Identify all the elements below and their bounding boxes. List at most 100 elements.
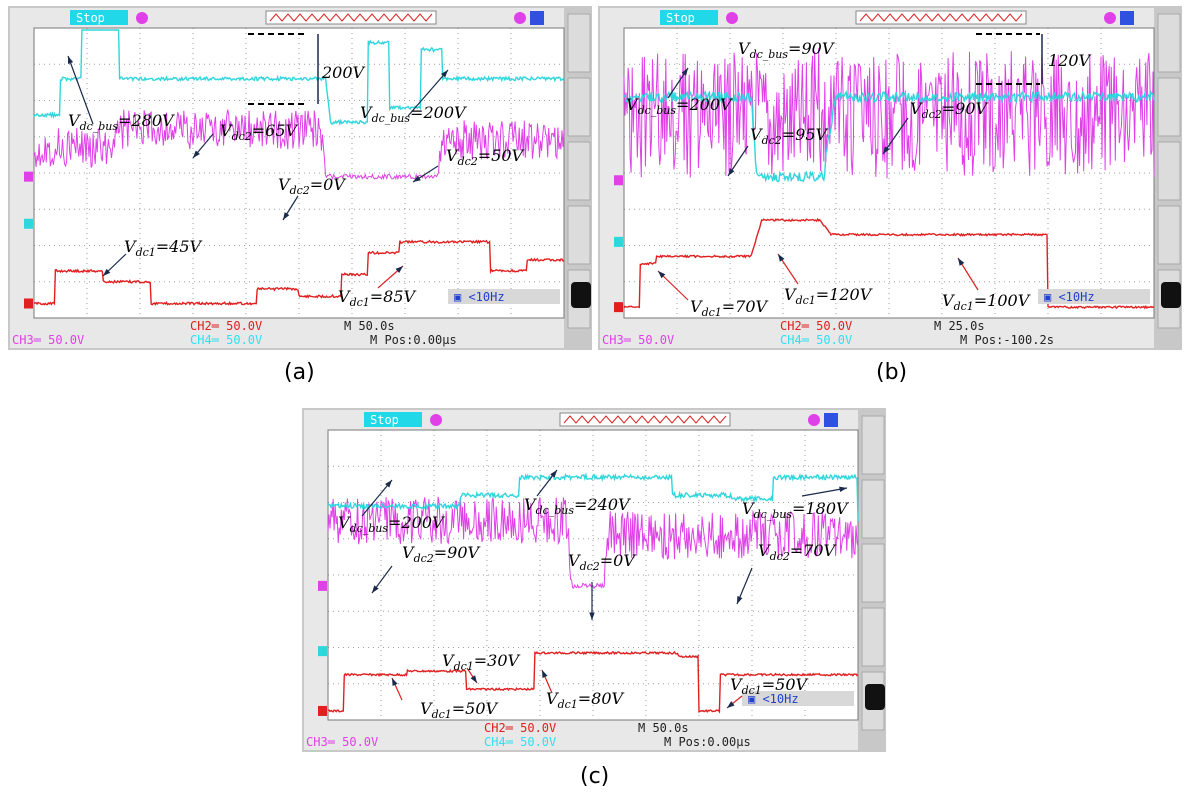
softkey-button bbox=[567, 13, 591, 73]
annotation-subscript: dc2 bbox=[922, 108, 942, 121]
arrowhead bbox=[589, 612, 595, 620]
plot-border bbox=[33, 27, 565, 319]
caption-a: (a) bbox=[284, 360, 315, 385]
ch2-scale: CH2═ 50.0V bbox=[780, 319, 852, 333]
annotation-subscript: dc_bus bbox=[372, 112, 411, 125]
annotation-label: Vdc2=50V bbox=[446, 146, 525, 168]
annotation-subscript: dc1 bbox=[454, 660, 474, 673]
annotation-symbol: V bbox=[446, 146, 459, 165]
annotation-symbol: V bbox=[442, 651, 455, 670]
annotation-subscript: dc_bus bbox=[750, 48, 789, 61]
arrowhead bbox=[542, 670, 548, 678]
arrowhead bbox=[103, 268, 111, 276]
annotation-label: Vdc_bus=280V bbox=[68, 111, 175, 133]
annotation-symbol: V bbox=[338, 513, 351, 532]
trigger-icon bbox=[1104, 12, 1116, 24]
annotation-symbol: V bbox=[784, 285, 797, 304]
annotation-value: =80V bbox=[578, 689, 625, 708]
annotation-label: Vdc2=65V bbox=[220, 121, 299, 143]
annotation-label: Vdc1=100V bbox=[942, 291, 1031, 313]
annotation-subscript: dc1 bbox=[350, 296, 370, 309]
annotation-symbol: V bbox=[546, 689, 559, 708]
annotation-value: =280V bbox=[118, 111, 175, 130]
softkey-button bbox=[861, 607, 885, 667]
channel-marker bbox=[318, 646, 327, 657]
caption-c: (c) bbox=[580, 764, 610, 789]
annotation-symbol: V bbox=[568, 551, 581, 570]
softkey-button bbox=[567, 141, 591, 201]
annotation-value: =50V bbox=[762, 675, 809, 694]
channel-marker bbox=[318, 705, 327, 716]
annotation-symbol: V bbox=[750, 125, 763, 144]
softkey-button bbox=[1157, 205, 1181, 265]
arrowhead bbox=[413, 175, 421, 182]
annotation-subscript: dc2 bbox=[580, 560, 600, 573]
annotation-value: =90V bbox=[788, 39, 835, 58]
trigger-icon bbox=[514, 12, 526, 24]
annotation-value: =30V bbox=[474, 651, 521, 670]
filter-label: ▣ <10Hz bbox=[748, 692, 799, 706]
annotation-subscript: dc1 bbox=[432, 708, 452, 721]
probe-icon bbox=[136, 12, 148, 24]
annotation-label: Vdc2=90V bbox=[402, 543, 481, 565]
stop-label: Stop bbox=[666, 11, 695, 25]
filter-label: ▣ <10Hz bbox=[454, 290, 505, 304]
annotation-label: Vdc_bus=200V bbox=[360, 103, 467, 125]
annotation-value: =65V bbox=[252, 121, 299, 140]
annotation-subscript: dc_bus bbox=[754, 508, 793, 521]
annotation-value: =90V bbox=[942, 99, 989, 118]
annotation-symbol: V bbox=[278, 175, 291, 194]
annotation-label: Vdc1=70V bbox=[690, 297, 769, 319]
arrowhead bbox=[728, 168, 735, 176]
annotation-symbol: V bbox=[360, 103, 373, 122]
softkey-button bbox=[861, 543, 885, 603]
channel-marker bbox=[24, 218, 33, 229]
softkey-button bbox=[861, 479, 885, 539]
usb-icon bbox=[824, 413, 838, 427]
scope-panel-a: Stop ▣ <10Hz CH3═ 50.0V CH2═ 50.0V CH4═ 50.0… bbox=[8, 6, 592, 350]
annotation-subscript: dc1 bbox=[136, 246, 156, 259]
annotation-symbol: V bbox=[626, 95, 639, 114]
black-tab bbox=[571, 282, 591, 308]
annotation-symbol: V bbox=[758, 541, 771, 560]
softkey-button bbox=[861, 415, 885, 475]
trace-vdc_bus bbox=[33, 29, 565, 127]
annotation-subscript: dc2 bbox=[232, 130, 252, 143]
channel-marker bbox=[24, 298, 33, 309]
trace-vdc1 bbox=[327, 650, 859, 714]
annotation-symbol: V bbox=[338, 287, 351, 306]
caption-b: (b) bbox=[876, 360, 908, 385]
annotation-value: 120V bbox=[1048, 51, 1092, 70]
annotation-label: Vdc1=120V bbox=[784, 285, 873, 307]
ch2-scale: CH2═ 50.0V bbox=[190, 319, 262, 333]
arrowhead bbox=[550, 470, 557, 478]
arrowhead bbox=[658, 271, 666, 279]
usb-icon bbox=[1120, 11, 1134, 25]
arrowhead bbox=[385, 480, 392, 488]
softkey-button bbox=[567, 77, 591, 137]
annotation-subscript: dc_bus bbox=[80, 120, 119, 133]
arrowhead bbox=[727, 701, 735, 708]
grid bbox=[328, 430, 858, 720]
annotation-value: =50V bbox=[478, 146, 525, 165]
trace-vdc2 bbox=[623, 48, 1155, 179]
channel-marker bbox=[318, 580, 327, 591]
annotation-arrow bbox=[407, 69, 449, 117]
annotation-label: Vdc1=50V bbox=[420, 699, 499, 721]
arrowhead bbox=[440, 70, 448, 78]
annotation-symbol: V bbox=[68, 111, 81, 130]
annotation-symbol: V bbox=[690, 297, 703, 316]
softkey-button bbox=[1157, 141, 1181, 201]
ch3-scale: CH3═ 50.0V bbox=[602, 333, 674, 347]
annotation-subscript: dc1 bbox=[954, 300, 974, 313]
channel-marker bbox=[614, 236, 623, 247]
memory-waveform bbox=[859, 13, 1023, 22]
annotation-symbol: V bbox=[910, 99, 923, 118]
annotation-symbol: V bbox=[742, 499, 755, 518]
annotation-label: Vdc2=90V bbox=[910, 99, 989, 121]
annotation-symbol: V bbox=[738, 39, 751, 58]
trace-vdc2 bbox=[327, 496, 859, 590]
stop-badge bbox=[70, 10, 128, 25]
